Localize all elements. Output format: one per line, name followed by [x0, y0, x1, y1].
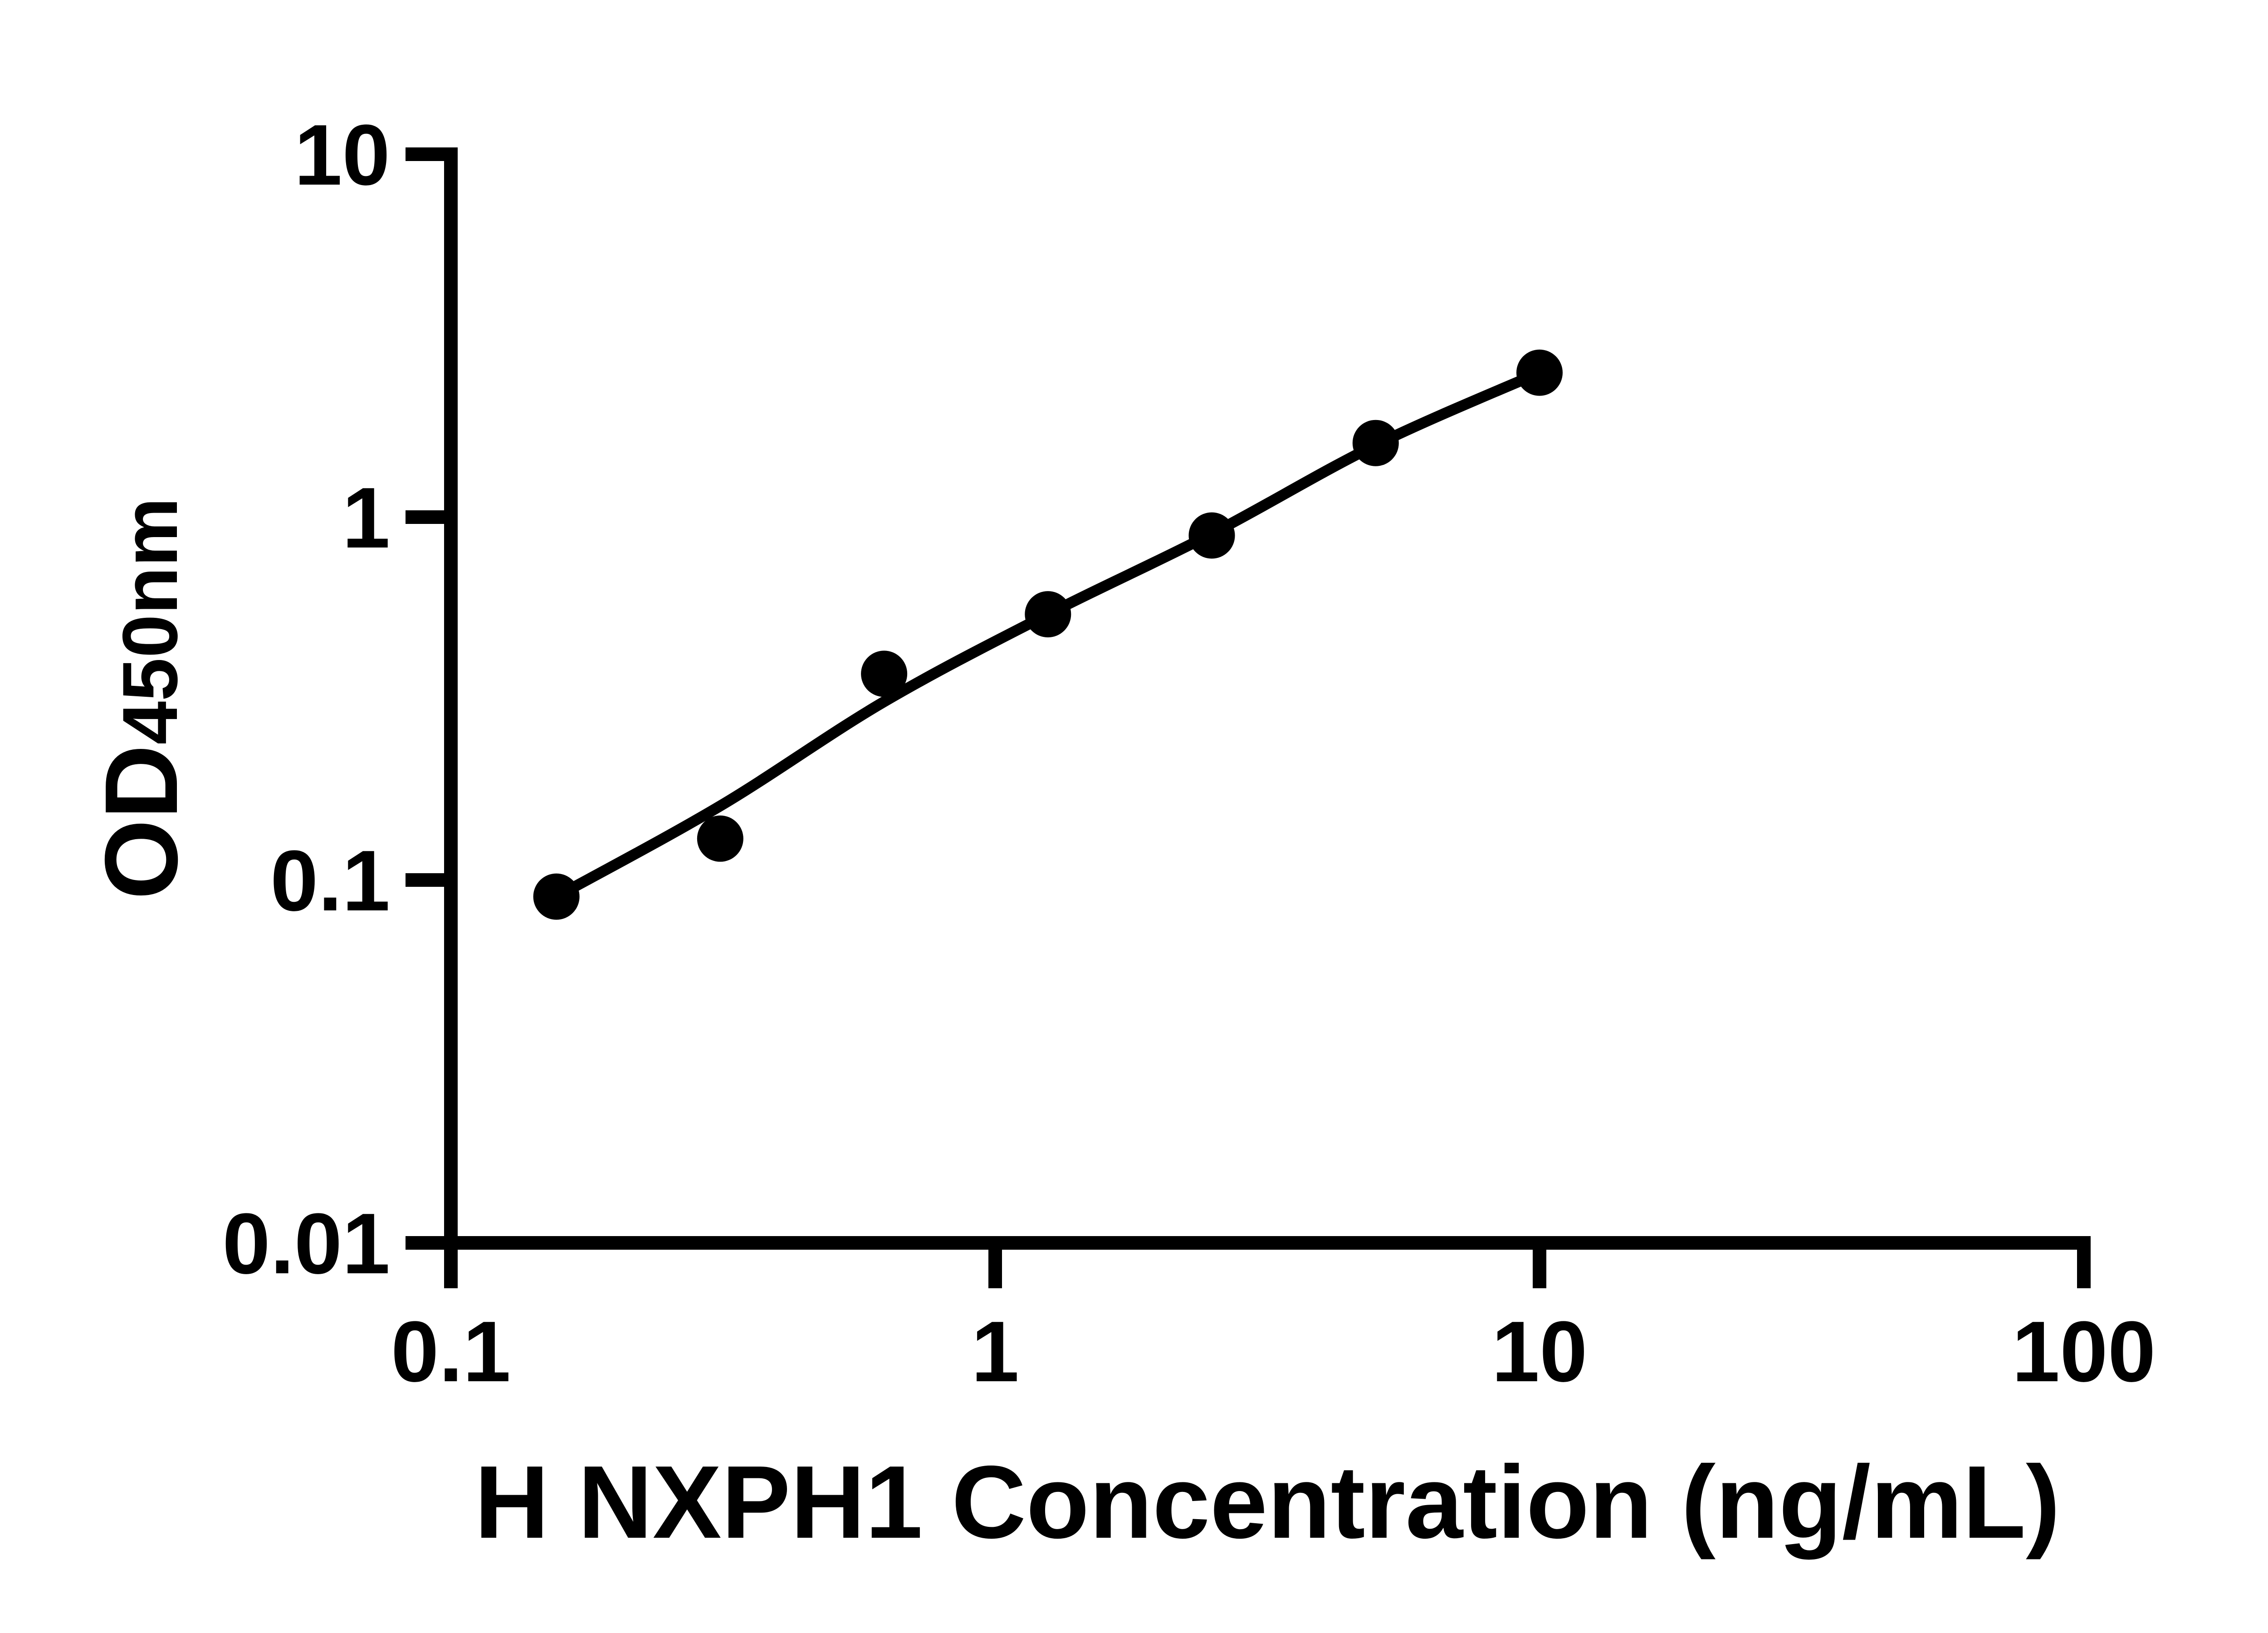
data-series — [533, 349, 1563, 920]
data-point — [861, 650, 908, 697]
y-tick-label: 1 — [342, 470, 390, 566]
data-point — [1188, 512, 1235, 559]
axis-frame — [444, 154, 2091, 1250]
y-axis-title-main: OD — [84, 744, 199, 900]
y-tick-label: 10 — [294, 107, 390, 203]
y-tick-label: 0.01 — [222, 1196, 390, 1292]
y-axis-title: OD450nm — [84, 498, 199, 900]
x-tick-label: 0.1 — [391, 1304, 511, 1400]
data-point — [1516, 349, 1563, 396]
y-tick-label: 0.1 — [270, 833, 390, 929]
data-point — [1352, 420, 1399, 466]
x-tick-label: 1 — [971, 1304, 1019, 1400]
y-axis-title-subscript: 450nm — [107, 498, 194, 745]
x-axis-title: H NXPH1 Concentration (ng/mL) — [474, 1445, 2060, 1560]
data-point — [1025, 591, 1071, 638]
axes — [444, 154, 2091, 1250]
data-point — [533, 873, 580, 920]
data-point — [697, 815, 743, 862]
ticks — [406, 147, 2091, 1288]
x-tick-label: 10 — [1491, 1304, 1587, 1400]
x-tick-label: 100 — [2012, 1304, 2156, 1400]
